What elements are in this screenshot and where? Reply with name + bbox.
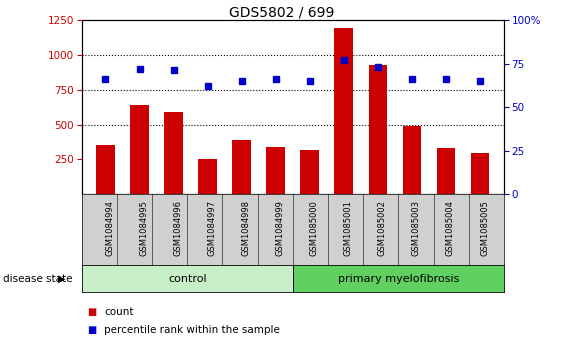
Bar — [403, 126, 421, 194]
Bar — [293, 265, 504, 292]
Bar — [369, 65, 387, 194]
Text: count: count — [104, 307, 133, 317]
Bar — [164, 112, 183, 194]
Bar — [437, 147, 455, 194]
Bar — [233, 140, 251, 194]
Text: GSM1085005: GSM1085005 — [480, 200, 489, 256]
Text: GSM1085002: GSM1085002 — [378, 200, 387, 256]
Text: GSM1084998: GSM1084998 — [242, 200, 251, 256]
Text: primary myelofibrosis: primary myelofibrosis — [338, 274, 459, 284]
Text: GSM1084997: GSM1084997 — [208, 200, 217, 256]
Text: GSM1084995: GSM1084995 — [140, 200, 149, 256]
Text: GSM1084994: GSM1084994 — [105, 200, 114, 256]
Text: GSM1085003: GSM1085003 — [412, 200, 421, 256]
Text: ■: ■ — [87, 307, 96, 317]
Bar — [334, 28, 353, 194]
Text: GSM1085000: GSM1085000 — [310, 200, 319, 256]
Bar — [198, 159, 217, 194]
Text: ▶: ▶ — [58, 274, 66, 284]
Bar — [130, 105, 149, 194]
Text: percentile rank within the sample: percentile rank within the sample — [104, 325, 280, 335]
Text: GSM1085004: GSM1085004 — [446, 200, 455, 256]
Text: ■: ■ — [87, 325, 96, 335]
Text: GDS5802 / 699: GDS5802 / 699 — [229, 5, 334, 20]
Text: control: control — [168, 274, 207, 284]
Text: GSM1084996: GSM1084996 — [173, 200, 182, 256]
Text: GSM1085001: GSM1085001 — [344, 200, 353, 256]
Bar — [82, 265, 293, 292]
Bar — [301, 150, 319, 194]
Bar — [96, 145, 115, 194]
Text: GSM1084999: GSM1084999 — [276, 200, 285, 256]
Bar — [471, 153, 489, 194]
Bar — [266, 147, 285, 194]
Text: disease state: disease state — [3, 274, 72, 284]
